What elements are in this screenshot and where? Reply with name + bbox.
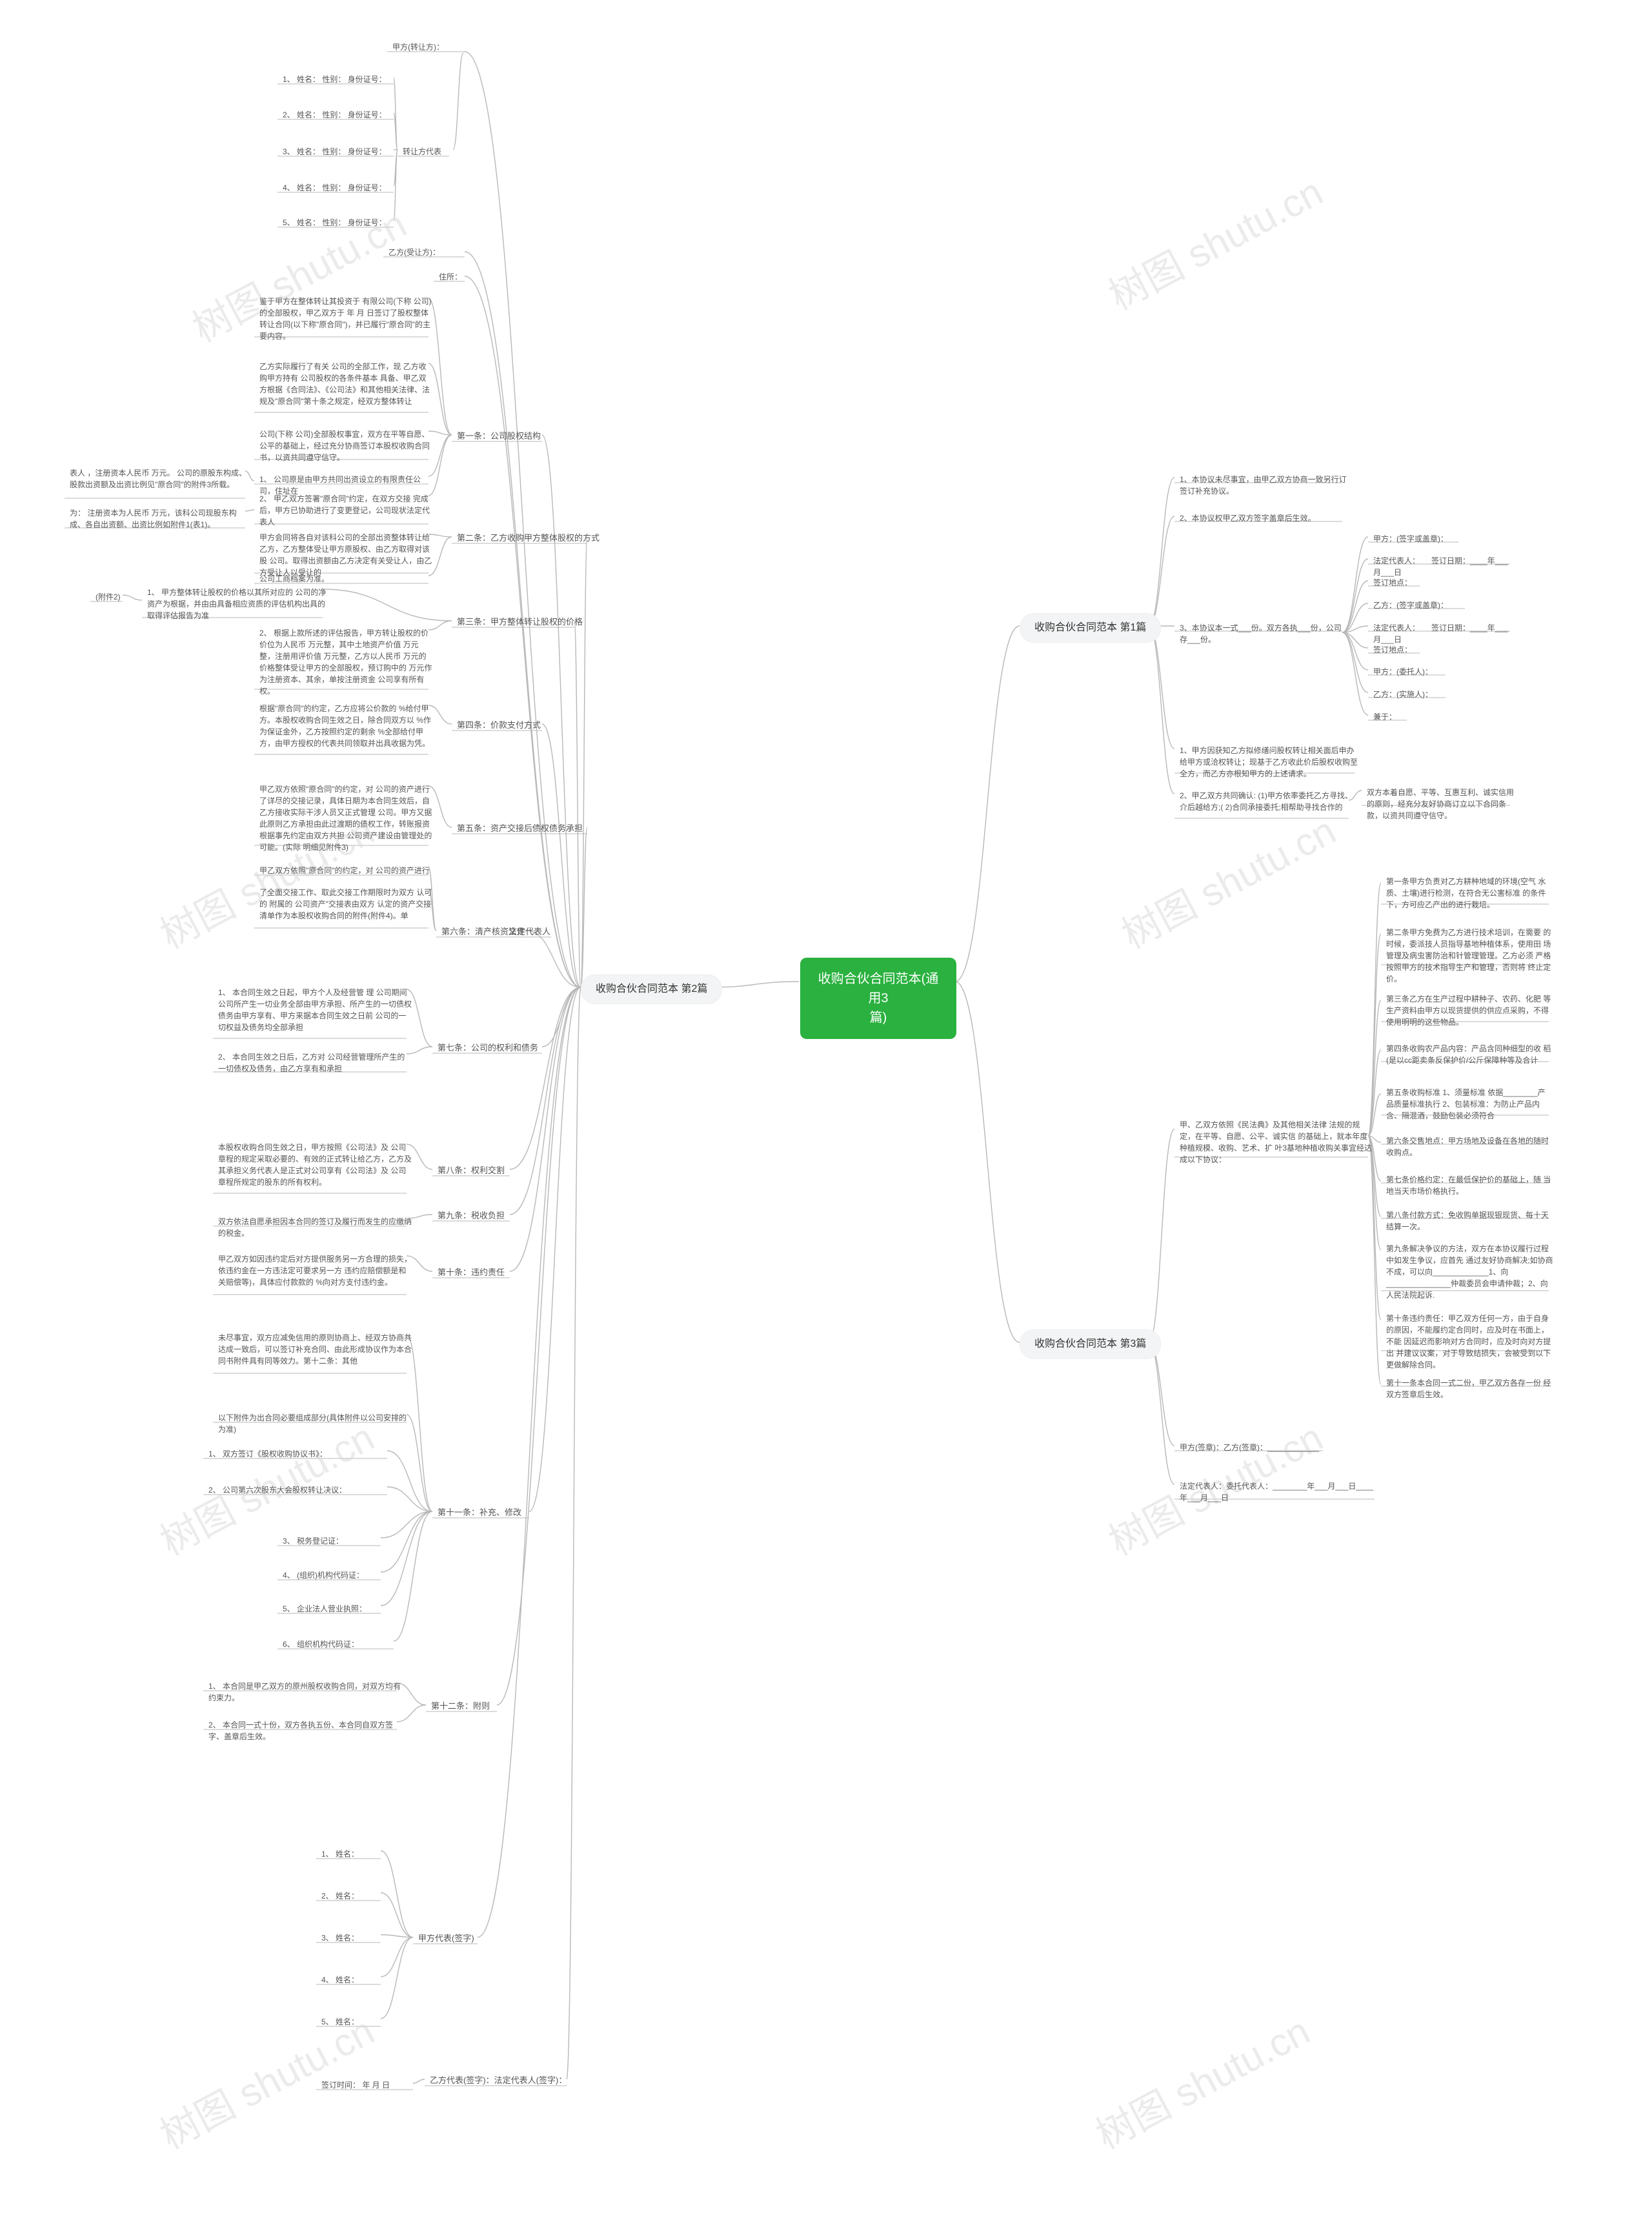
para-block: 1、 本合同是甲乙双方的原州股权收购合同，对双方均有约束力。	[203, 1678, 407, 1706]
attachment-item: 1、 双方签订《股权收购协议书》：	[203, 1446, 398, 1462]
para-block: 甲乙双方如因违约定后对方提供服务另一方合理的损失，依违约金在一方违法定可要求另一…	[213, 1251, 417, 1291]
c3-item: 第二条甲方免费为乙方进行技术培训，在需要 的时候，委派技人员指导基地种植体系，使…	[1381, 924, 1559, 987]
clause-label: 第七条：公司的权利和债务	[432, 1039, 543, 1057]
name-row: 5、 姓名： 性别： 身份证号：	[277, 214, 404, 231]
c3-sign: 法定代表人：委托代表人：________年___月___日____年___月__…	[1174, 1478, 1385, 1506]
sign-name: 5、 姓名：	[316, 2013, 391, 2030]
para-block: 本股权收购合同生效之日，甲方按照《公司法》及 公司章程的规定采取必要的、有效的正…	[213, 1139, 417, 1191]
clause-label: 第十一条：补充、修改	[432, 1504, 527, 1522]
clause-right-label: 法定代表人	[503, 923, 556, 941]
c3-item: 第四条收购农产品内容：产品含同种细型的收 稻(是以cc距卖条反保护价/公斤保障种…	[1381, 1040, 1559, 1069]
para-block: 乙方实际履行了有关 公司的全部工作，现 乙方收购甲方持有 公司股权的各条件基本 …	[254, 358, 439, 410]
sign-name: 3、 姓名：	[316, 1930, 391, 1946]
para-block: 甲乙双方依照"原合同"的约定，对 公司的资产进行	[254, 862, 439, 879]
mindmap-root: 收购合伙合同范本(通用3 篇)	[800, 958, 956, 1039]
para-block: 2、 甲乙双方签署"原合同"约定，在双方交接 完成后，甲方已协助进行了变更登记，…	[254, 490, 439, 530]
clause-label: 第十二条：附则	[426, 1697, 495, 1715]
clause-label: 第九条：税收负担	[432, 1207, 510, 1225]
annex-label: (附件2)	[90, 589, 133, 605]
para-block: 未尽事宜，双方应减免信用的原则协商上、经双方协商共达成一致后，可以签订补充合同、…	[213, 1329, 417, 1369]
c1-item: 3、本协议本一式___份。双方各执___份，公司存___份。	[1174, 620, 1353, 648]
clause-label: 乙方代表(签字)：法定代表人(签字)：	[425, 2072, 572, 2090]
attachment-item: 2、 公司第六次股东大会股权转让决议：	[203, 1482, 398, 1498]
c3-item: 第三条乙方在生产过程中耕种子、农药、化肥 等生产资料由甲方以现货提供的供应点采购…	[1381, 991, 1559, 1031]
attachment-item: 5、 企业法人营业执照：	[277, 1600, 391, 1617]
root-line1: 收购合伙合同范本(通用3	[818, 972, 939, 1005]
watermark: 树图 shutu.cn	[1111, 800, 1344, 960]
watermark: 树图 shutu.cn	[1085, 2001, 1318, 2160]
para-block: 鉴于甲方在整体转让其投资于 有限公司(下称 公司)的全部股权，甲乙双方于 年 月…	[254, 293, 439, 345]
name-row: 1、 姓名： 性别： 身份证号：	[277, 71, 404, 88]
name-row: 3、 姓名： 性别： 身份证号：	[277, 143, 404, 160]
c1-sign-field: 甲方：(签字或盖章)：	[1368, 530, 1469, 547]
clause-label: 第五条：资产交接后债权债务承担	[452, 820, 588, 838]
para-block: 为： 注册资本为人民币 万元，该科公司现股东构成、各自出资额、出资比例如附件1(…	[65, 505, 256, 533]
c3-head: 甲、乙双方依照《民法典》及其他相关法律 法规的规定，在平等、自愿、公平、诚实信 …	[1174, 1116, 1378, 1168]
c1-sign-field: 兼于：	[1368, 709, 1417, 725]
chapter-node: 收购合伙合同范本 第2篇	[581, 974, 722, 1004]
sign-name: 2、 姓名：	[316, 1888, 391, 1904]
c1-sign-field: 乙方：(实施人)：	[1368, 686, 1456, 703]
c1-item: 2、本协议权甲乙双方签字盖章后生效。	[1174, 510, 1353, 527]
para-block: 2、 根据上款所述的评估报告，甲方转让股权的价价位为人民币 万元整，其中土地资产…	[254, 625, 439, 700]
para-block: 1、 本合同生效之日起，甲方个人及经营管 理 公司期间 公司所产生一切业务全部由…	[213, 984, 417, 1036]
transfer-label: 转让方代表	[398, 143, 459, 160]
clause-label: 第二条：乙方收购甲方整体股权的方式	[452, 529, 605, 547]
yi-title: 乙方(受让方)：	[383, 244, 475, 261]
clause-label: 第四条：价款支付方式	[452, 716, 546, 734]
c3-item: 第五条收购标准 1、须量标准 依据________产 品质量标准执行 2、包装标…	[1381, 1084, 1559, 1124]
c1-note: 双方本着自愿、平等、互惠互利、诚实信用的原则，经充分友好协商订立以下合同条款，以…	[1362, 784, 1520, 824]
clause-label: 甲方代表(签字)	[413, 1930, 479, 1948]
sign-time: 签订时间： 年 月 日	[316, 2077, 423, 2093]
c3-item: 第一条甲方负责对乙方耕种地域的环境(空气 水质、土壤)进行检测，在符合无公害标准…	[1381, 873, 1559, 913]
c1-item: 1、本协议未尽事宜，由甲乙双方协商一致另行订签订补充协议。	[1174, 471, 1353, 499]
name-row: 2、 姓名： 性别： 身份证号：	[277, 106, 404, 123]
clause-label: 第八条：权利交割	[432, 1162, 510, 1180]
attachment-item: 4、 (组织)机构代码证：	[277, 1567, 391, 1584]
sign-name: 4、 姓名：	[316, 1972, 391, 1988]
root-line2: 篇)	[870, 1011, 887, 1025]
watermark: 树图 shutu.cn	[1098, 161, 1331, 321]
sign-name: 1、 姓名：	[316, 1846, 391, 1862]
attachment-item: 3、 税务登记证：	[277, 1533, 391, 1549]
c3-item: 第六条交售地点：甲方场地及设备在各地的随时收购点。	[1381, 1133, 1559, 1161]
c1-sign-field: 乙方：(签字或盖章)：	[1368, 597, 1475, 614]
chapter-node: 收购合伙合同范本 第3篇	[1020, 1329, 1161, 1359]
clause-label: 第三条：甲方整体转让股权的价格	[452, 613, 588, 631]
para-block: 甲乙双方依照"原合同"的约定，对 公司的资产进行了详尽的交接记录，具体日期为本合…	[254, 781, 439, 856]
c1-sign-field: 甲方：(委托人)：	[1368, 663, 1456, 680]
c3-item: 第十条违约责任：甲乙双方任何一方，由于自身 的原因，不能履约定合同时，应及时在书…	[1381, 1310, 1559, 1373]
c1-item: 1、甲方因获知乙方拟修缮问股权转让相关面后申办给甲方或洽权转让；现基于乙方收此价…	[1174, 742, 1365, 782]
attachment-item: 6、 组织机构代码证：	[277, 1636, 404, 1653]
para-block: 1、 甲方整体转让股权的价格以其所对应的 公司的净资产为根据，并由由具备相应资质…	[142, 584, 333, 624]
para-block: 2、 本合同生效之日后，乙方对 公司经营管理所产生的一切债权及债务，由乙方享有和…	[213, 1049, 417, 1077]
c3-item: 第七条价格约定：在最低保护价的基础上，随 当地当天市场价格执行。	[1381, 1171, 1559, 1200]
c3-item: 第十一条本合同一式二份，甲乙双方各存一份 经双方签章后生效。	[1381, 1375, 1559, 1403]
para-block: 根据"原合同"的约定，乙方应将公价款的 %给付甲方。本股权收购合同生效之日，除合…	[254, 700, 439, 752]
chapter-node: 收购合伙合同范本 第1篇	[1020, 613, 1161, 643]
address: 住所：	[434, 268, 475, 285]
para-block: 公司(下称 公司)全部股权事宜，双方在平等自愿、公平的基础上，经过充分协商签订本…	[254, 426, 439, 466]
c1-item: 2、甲乙双方共同确认: (1)甲方依率委托乙方寻找、介后越给方;( 2)合同承接…	[1174, 787, 1359, 816]
para-block: 2、 本合同一式十份，双方各执五份、本合同自双方签字、盖章后生效。	[203, 1717, 407, 1745]
jia-title: 甲方(转让方)：	[387, 39, 475, 55]
c1-sign-field: 签订地点：	[1368, 574, 1430, 591]
para-block: 双方依法自愿承担因本合同的签订及履行而发生的应缴纳的税金。	[213, 1213, 417, 1242]
name-row: 4、 姓名： 性别： 身份证号：	[277, 179, 404, 196]
c3-item: 第九条解决争议的方法，双方在本协议履行过程中如发生争议，应首先 通过友好协商解决…	[1381, 1240, 1559, 1304]
para-block: 了全面交接工作、取此交接工作期限时为双方 认可的 附属的 公司资产"交接表由双方…	[254, 884, 439, 924]
clause-label: 第一条：公司股权结构	[452, 427, 546, 445]
para-block: 表人 ，注册资本人民币 万元。 公司的原股东构成、股款出资额及出资比例见"原合同…	[65, 465, 256, 493]
para-block: 以下附件为出合同必要组成部分(具体附件以公司安排的为准)	[213, 1409, 417, 1438]
c1-sign-field: 签订地点：	[1368, 641, 1430, 658]
clause-label: 第十条：违约责任	[432, 1264, 510, 1282]
c3-item: 第八条付款方式：免收购单据现银现货、每十天 结算一次。	[1381, 1207, 1559, 1235]
c3-sign: 甲方(签章)：乙方(签章)：____________	[1174, 1439, 1333, 1456]
